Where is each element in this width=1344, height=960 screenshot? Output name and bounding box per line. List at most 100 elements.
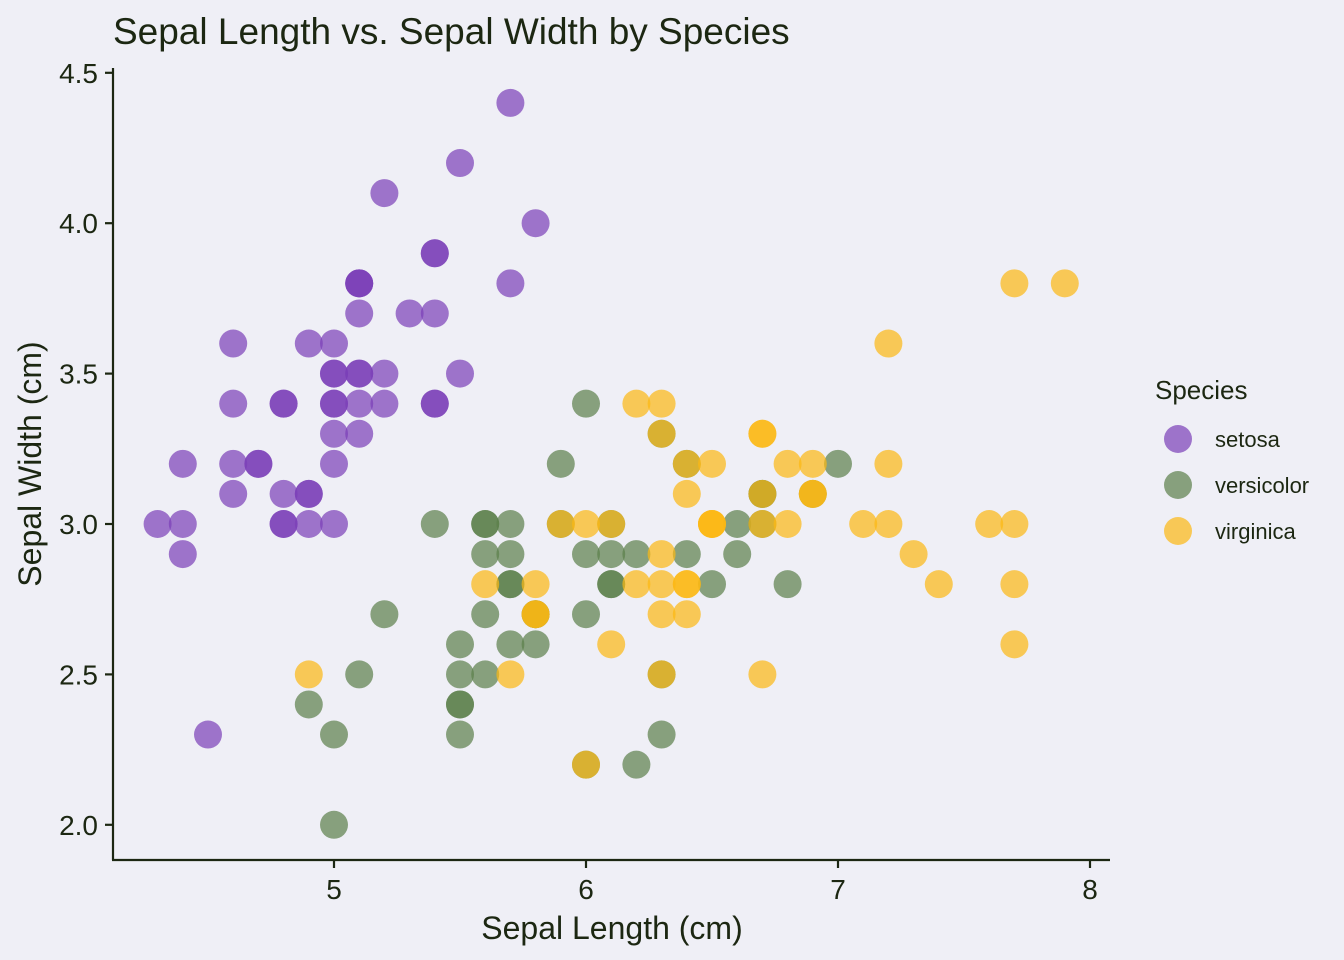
point-setosa [496, 88, 525, 117]
point-versicolor [471, 660, 500, 689]
point-virginica [874, 449, 903, 478]
point-setosa [496, 269, 525, 298]
point-virginica [597, 630, 626, 659]
y-axis-ticks: 2.0 2.5 3.0 3.5 4.0 4.5 [59, 58, 113, 841]
point-virginica [798, 479, 827, 508]
point-virginica [1000, 510, 1029, 538]
point-setosa [194, 720, 222, 749]
y-tick-label: 2.5 [59, 659, 98, 690]
point-versicolor [446, 630, 474, 659]
point-virginica [471, 570, 500, 599]
point-virginica [647, 419, 676, 448]
point-versicolor [546, 449, 575, 478]
y-tick-label: 2.0 [59, 810, 98, 841]
point-virginica [874, 329, 903, 358]
point-virginica [647, 570, 676, 599]
point-versicolor [597, 540, 626, 569]
point-virginica [647, 660, 676, 689]
point-versicolor [496, 570, 525, 599]
point-setosa [345, 389, 374, 418]
point-virginica [748, 419, 777, 448]
point-setosa [446, 149, 474, 178]
point-versicolor [471, 510, 500, 538]
x-tick-label: 5 [326, 874, 342, 905]
point-versicolor [320, 810, 348, 839]
point-virginica [647, 540, 676, 569]
y-tick-label: 4.5 [59, 58, 98, 89]
point-setosa [294, 479, 323, 508]
point-versicolor [496, 630, 525, 659]
point-setosa [294, 329, 323, 358]
legend-marker-versicolor [1164, 471, 1192, 499]
point-setosa [345, 419, 374, 448]
point-versicolor [572, 600, 600, 629]
point-versicolor [723, 510, 752, 538]
legend-marker-virginica [1164, 517, 1192, 545]
point-virginica [849, 510, 878, 538]
point-versicolor [496, 540, 525, 569]
point-versicolor [622, 750, 651, 779]
point-virginica [1050, 269, 1079, 298]
point-virginica [622, 389, 651, 418]
legend-label-versicolor: versicolor [1215, 473, 1309, 498]
point-virginica [521, 570, 550, 599]
point-virginica [647, 600, 676, 629]
point-virginica [975, 510, 1004, 538]
point-setosa [143, 510, 172, 538]
point-virginica [1000, 269, 1029, 298]
point-setosa [168, 449, 197, 478]
point-virginica [698, 510, 726, 538]
point-setosa [395, 299, 424, 328]
point-setosa [370, 179, 399, 208]
point-setosa [420, 299, 449, 328]
point-setosa [345, 299, 374, 328]
point-setosa [320, 359, 348, 388]
point-setosa [370, 389, 399, 418]
legend-label-setosa: setosa [1215, 427, 1281, 452]
x-axis-label: Sepal Length (cm) [481, 910, 742, 946]
chart-title: Sepal Length vs. Sepal Width by Species [113, 11, 790, 52]
point-setosa [219, 449, 248, 478]
point-versicolor [597, 570, 626, 599]
point-setosa [219, 479, 248, 508]
point-setosa [168, 510, 197, 538]
point-setosa [320, 510, 348, 538]
legend-title: Species [1155, 375, 1248, 405]
point-setosa [320, 389, 348, 418]
point-versicolor [572, 389, 600, 418]
point-virginica [672, 570, 701, 599]
point-virginica [597, 510, 626, 538]
point-versicolor [622, 540, 651, 569]
point-virginica [622, 570, 651, 599]
point-versicolor [446, 660, 474, 689]
point-virginica [1000, 570, 1029, 599]
x-tick-label: 7 [830, 874, 846, 905]
point-setosa [320, 329, 348, 358]
point-virginica [496, 660, 525, 689]
point-setosa [168, 540, 197, 569]
point-virginica [698, 449, 726, 478]
y-tick-label: 3.0 [59, 509, 98, 540]
point-versicolor [572, 540, 600, 569]
point-virginica [521, 600, 550, 629]
point-versicolor [370, 600, 399, 629]
y-axis-label: Sepal Width (cm) [12, 341, 48, 586]
point-versicolor [345, 660, 374, 689]
point-setosa [320, 449, 348, 478]
point-versicolor [446, 690, 474, 719]
legend: Species setosa versicolor virginica [1155, 375, 1309, 545]
point-virginica [672, 600, 701, 629]
legend-label-virginica: virginica [1215, 519, 1296, 544]
point-virginica [647, 389, 676, 418]
x-tick-label: 8 [1082, 874, 1098, 905]
point-virginica [748, 510, 777, 538]
point-setosa [345, 359, 374, 388]
point-setosa [219, 389, 248, 418]
legend-marker-setosa [1164, 425, 1192, 453]
point-versicolor [521, 630, 550, 659]
point-virginica [748, 660, 777, 689]
point-virginica [874, 510, 903, 538]
point-virginica [672, 449, 701, 478]
point-setosa [420, 389, 449, 418]
